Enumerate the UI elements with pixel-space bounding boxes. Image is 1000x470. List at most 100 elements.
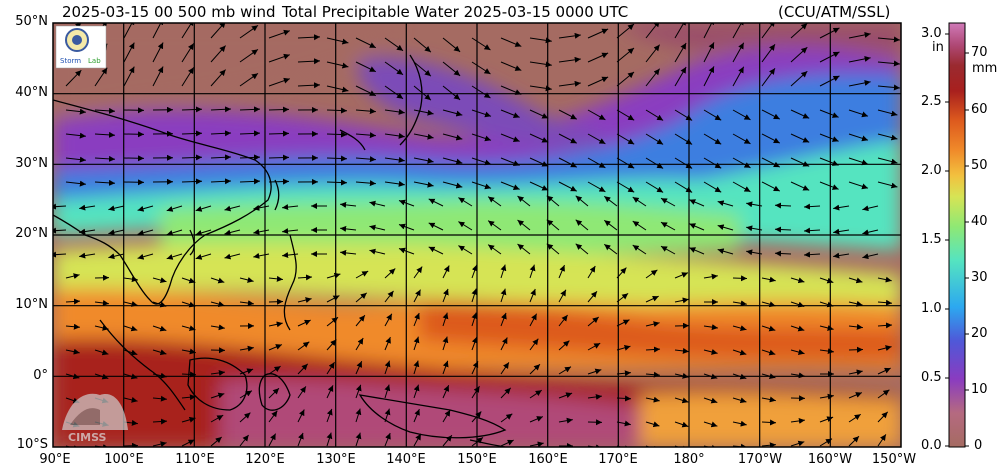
wind-arrow bbox=[790, 349, 805, 355]
wind-arrow bbox=[558, 340, 570, 351]
mm-tick-60: 60 bbox=[971, 102, 988, 117]
wind-arrow bbox=[703, 349, 718, 355]
wind-arrow bbox=[862, 253, 879, 260]
wind-arrow bbox=[703, 273, 718, 280]
wind-arrow bbox=[703, 157, 722, 169]
lon-label-110e: 110°E bbox=[175, 452, 215, 467]
wind-arrow bbox=[297, 274, 313, 281]
colorbar bbox=[948, 22, 966, 448]
wind-arrow bbox=[689, 223, 705, 231]
wind-arrow bbox=[819, 348, 834, 355]
wind-arrow bbox=[384, 156, 405, 163]
wind-arrow bbox=[458, 245, 473, 255]
wind-arrow bbox=[877, 389, 890, 399]
wind-arrow bbox=[65, 156, 86, 163]
wind-arrow bbox=[268, 433, 277, 447]
wind-arrow bbox=[761, 349, 776, 356]
wind-arrow bbox=[326, 432, 333, 447]
wind-arrow bbox=[413, 384, 420, 399]
wind-arrow bbox=[152, 418, 168, 425]
wind-arrow bbox=[848, 392, 863, 399]
mm-tick-20: 20 bbox=[971, 326, 988, 341]
wind-arrow bbox=[587, 76, 609, 87]
wind-arrow bbox=[529, 416, 544, 423]
wind-arrow bbox=[761, 301, 776, 308]
lat-label-20n: 20°N bbox=[15, 226, 48, 241]
wind-arrow bbox=[471, 85, 491, 99]
lon-label-160e: 160°E bbox=[528, 452, 568, 467]
wind-arrow bbox=[268, 77, 290, 87]
wind-arrow bbox=[268, 53, 290, 63]
wind-arrow bbox=[587, 342, 601, 351]
wind-arrow bbox=[297, 34, 321, 41]
wind-arrow bbox=[529, 313, 538, 327]
wind-arrow bbox=[761, 133, 781, 144]
wind-arrow bbox=[239, 434, 249, 447]
wind-arrow bbox=[152, 301, 167, 308]
wind-arrow bbox=[674, 42, 687, 63]
wind-arrow bbox=[137, 253, 154, 260]
lon-label-150e: 150°E bbox=[457, 452, 497, 467]
wind-arrow bbox=[848, 181, 869, 190]
wind-arrow bbox=[819, 181, 839, 190]
wind-arrow bbox=[326, 61, 349, 69]
wind-arrow bbox=[877, 181, 898, 189]
wind-arrow bbox=[674, 372, 689, 379]
wind-arrow bbox=[746, 201, 763, 208]
wind-arrow bbox=[587, 290, 598, 303]
wind-arrow bbox=[79, 204, 96, 211]
wind-arrow bbox=[224, 229, 241, 236]
wind-arrow bbox=[123, 325, 138, 332]
wind-arrow bbox=[458, 221, 473, 231]
wind-arrow bbox=[761, 396, 776, 403]
wind-arrow bbox=[848, 133, 869, 142]
wind-arrow bbox=[369, 200, 386, 207]
wind-arrow bbox=[877, 36, 900, 43]
wind-arrow bbox=[65, 373, 80, 380]
inch-tick-3.0: 3.0 bbox=[921, 26, 942, 41]
wind-arrow bbox=[732, 133, 751, 145]
wind-arrow bbox=[413, 360, 420, 375]
wind-arrow bbox=[632, 220, 647, 231]
wind-arrow bbox=[616, 157, 635, 169]
wind-arrow bbox=[94, 373, 109, 380]
wind-arrow bbox=[181, 23, 194, 39]
wind-arrow bbox=[632, 244, 647, 255]
wind-level-label: 2025-03-15 00 500 mb wind bbox=[62, 3, 276, 21]
wind-arrow bbox=[369, 224, 386, 231]
wind-arrow bbox=[746, 249, 763, 256]
wind-arrow bbox=[558, 417, 573, 424]
wind-arrow bbox=[108, 229, 125, 236]
wind-arrow bbox=[297, 432, 304, 447]
wind-arrow bbox=[471, 37, 491, 51]
wind-arrow bbox=[384, 384, 391, 399]
wind-arrow bbox=[790, 372, 805, 379]
wind-arrow bbox=[268, 29, 290, 39]
wind-arrow bbox=[558, 289, 567, 303]
wind-arrow bbox=[517, 219, 531, 231]
svg-text:Lab: Lab bbox=[88, 57, 101, 65]
wind-arrow bbox=[575, 219, 589, 231]
wind-arrow bbox=[732, 349, 747, 356]
wind-arrow bbox=[65, 180, 86, 187]
wind-arrow bbox=[848, 346, 864, 353]
wind-arrow bbox=[616, 23, 635, 39]
wind-arrow bbox=[326, 85, 349, 93]
wind-arrow bbox=[442, 409, 451, 423]
wind-arrow bbox=[210, 154, 232, 161]
map-frame bbox=[52, 22, 902, 448]
wind-arrow bbox=[819, 325, 834, 331]
wind-arrow bbox=[239, 48, 259, 63]
wind-arrow bbox=[703, 66, 715, 87]
wind-arrow bbox=[529, 389, 542, 399]
wind-arrow bbox=[717, 200, 734, 207]
wind-arrow bbox=[65, 69, 82, 87]
wind-arrow bbox=[761, 419, 777, 426]
wind-arrow bbox=[848, 80, 871, 87]
wind-arrow bbox=[108, 205, 125, 212]
wind-arrow bbox=[761, 44, 776, 63]
wind-arrow bbox=[645, 371, 660, 378]
wind-arrow bbox=[384, 108, 405, 115]
wind-arrow bbox=[500, 37, 522, 47]
wind-arrow bbox=[616, 395, 632, 402]
